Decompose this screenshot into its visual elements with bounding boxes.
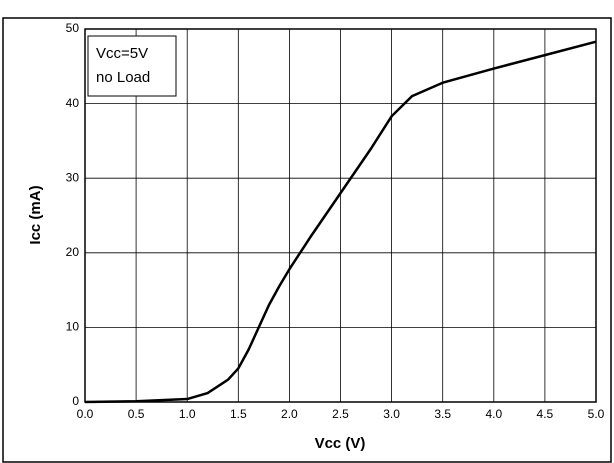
y-tick-label: 0 — [72, 394, 79, 408]
x-tick-label: 2.0 — [281, 407, 298, 421]
annotation: no Load — [96, 69, 150, 86]
x-tick-label: 0.0 — [77, 407, 94, 421]
y-tick-label: 10 — [66, 320, 80, 334]
y-tick-label: 40 — [66, 96, 80, 110]
x-tick-label: 4.5 — [537, 407, 554, 421]
y-tick-label: 20 — [66, 245, 80, 259]
annotation-box — [87, 35, 177, 97]
y-axis-label: Icc (mA) — [27, 185, 44, 244]
plot-border — [84, 28, 597, 403]
x-tick-label: 3.0 — [383, 407, 400, 421]
x-tick-label: 2.5 — [332, 407, 349, 421]
frame — [2, 17, 612, 463]
x-tick-label: 1.5 — [230, 407, 247, 421]
x-tick-label: 4.0 — [485, 407, 502, 421]
x-tick-label: 1.0 — [179, 407, 196, 421]
x-tick-label: 0.5 — [128, 407, 145, 421]
x-tick-label: 3.5 — [434, 407, 451, 421]
y-tick-label: 50 — [66, 21, 80, 35]
x-tick-label: 5.0 — [588, 407, 605, 421]
data-line — [84, 40, 597, 404]
annotation: Vcc=5V — [96, 45, 148, 62]
y-tick-label: 30 — [66, 170, 80, 184]
x-axis-label: Vcc (V) — [315, 435, 366, 452]
